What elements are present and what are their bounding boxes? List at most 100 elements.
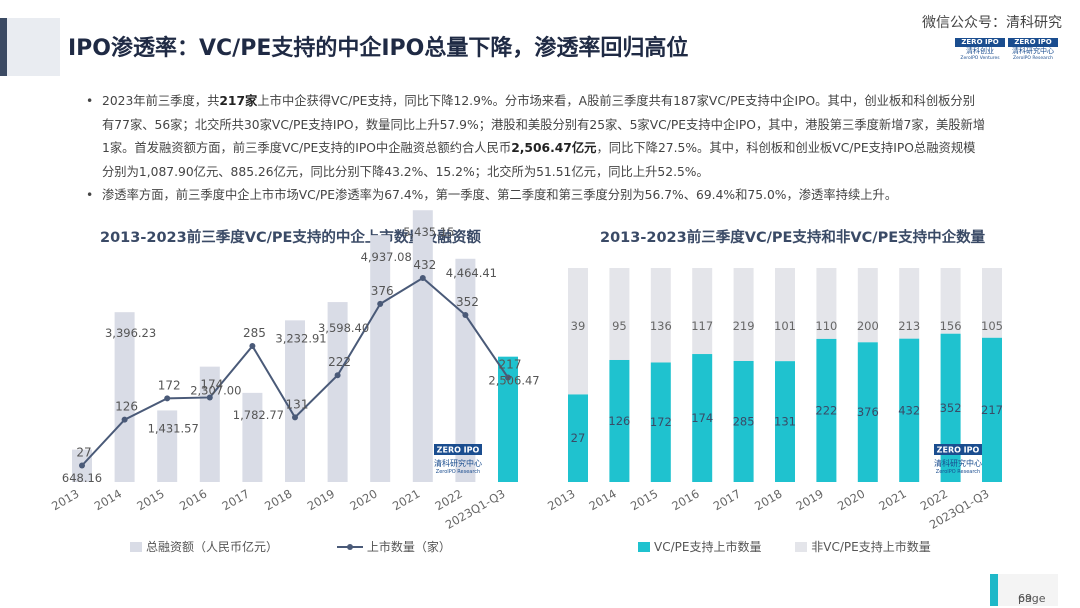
listing-count-label: 432 bbox=[413, 258, 436, 272]
page-number-accent bbox=[990, 574, 998, 606]
non-vcpe-label: 39 bbox=[571, 319, 586, 333]
vcpe-label: 27 bbox=[571, 431, 586, 445]
x-tick-label: 2013 bbox=[545, 486, 577, 513]
vcpe-bar bbox=[568, 394, 588, 482]
listing-count-point bbox=[505, 374, 511, 381]
non-vcpe-label: 105 bbox=[981, 319, 1003, 333]
x-tick-label: 2016 bbox=[177, 486, 209, 513]
chart-logo-text: 清科研究中心 bbox=[934, 458, 982, 468]
vcpe-bar bbox=[733, 360, 754, 482]
highlight-count: 217家 bbox=[219, 94, 258, 108]
financing-bar bbox=[242, 392, 263, 482]
chart-logo-text: ZeroIPO Research bbox=[436, 469, 480, 475]
financing-bar bbox=[370, 235, 391, 482]
financing-label: 1,782.77 bbox=[233, 408, 284, 422]
x-tick-label: 2020 bbox=[347, 486, 379, 513]
financing-label: 648.16 bbox=[62, 471, 102, 485]
x-tick-label: 2016 bbox=[669, 486, 701, 513]
non-vcpe-label: 213 bbox=[898, 319, 920, 333]
chart-logo-text: ZERO IPO bbox=[937, 446, 980, 455]
listing-count-label: 352 bbox=[456, 295, 479, 309]
vcpe-bar bbox=[857, 342, 878, 482]
vcpe-bar bbox=[650, 362, 671, 482]
vcpe-bar bbox=[692, 354, 713, 482]
vcpe-bar bbox=[899, 338, 920, 482]
vcpe-bar bbox=[609, 359, 630, 482]
non-vcpe-label: 156 bbox=[940, 319, 962, 333]
page-number-box: page 69 bbox=[990, 574, 1058, 606]
listing-count-label: 376 bbox=[371, 284, 394, 298]
zero-ipo-research-logo: ZERO IPO 清科研究中心 ZeroIPO Research bbox=[1008, 38, 1058, 62]
legend-swatch bbox=[130, 542, 142, 552]
chart-logo-text: ZERO IPO bbox=[437, 446, 480, 455]
page-label: page bbox=[1018, 592, 1046, 605]
non-vcpe-label: 101 bbox=[774, 319, 796, 333]
financing-label: 2,506.47 bbox=[488, 374, 539, 388]
chart-logo-text: ZeroIPO Research bbox=[936, 469, 980, 475]
financing-bar bbox=[114, 312, 135, 482]
financing-bar bbox=[498, 356, 518, 482]
non-vcpe-label: 136 bbox=[650, 319, 672, 333]
financing-bar bbox=[455, 258, 476, 482]
title-bar-background bbox=[0, 18, 60, 76]
vcpe-label: 222 bbox=[815, 403, 837, 417]
page-title: IPO渗透率：VC/PE支持的中企IPO总量下降，渗透率回归高位 bbox=[68, 36, 689, 61]
listing-count-point bbox=[419, 275, 426, 281]
bullet-item: 渗透率方面，前三季度中企上市市场VC/PE渗透率为67.4%，第一季度、第二季度… bbox=[86, 184, 986, 208]
x-tick-label: 2021 bbox=[876, 486, 908, 513]
listing-count-label: 27 bbox=[76, 446, 91, 460]
legend-item-non-vcpe: 非VC/PE支持上市数量 bbox=[795, 540, 931, 554]
x-tick-label: 2020 bbox=[835, 486, 867, 513]
zero-ipo-logo: ZERO IPO 清科创业 ZeroIPO Ventures bbox=[955, 38, 1005, 62]
non-vcpe-bar bbox=[816, 268, 837, 339]
listing-count-label: 222 bbox=[328, 355, 351, 369]
highlight-amount: 2,506.47亿元 bbox=[511, 141, 597, 155]
chart-logo-text: 清科研究中心 bbox=[434, 458, 482, 468]
vcpe-label: 126 bbox=[608, 414, 630, 428]
bullet-text: 2023年前三季度，共 bbox=[102, 94, 220, 108]
listing-count-point bbox=[249, 343, 256, 350]
legend-label: 总融资额（人民币亿元） bbox=[146, 540, 279, 554]
right-chart-legend: VC/PE支持上市数量 非VC/PE支持上市数量 bbox=[638, 538, 931, 555]
bullet-item: 2023年前三季度，共217家上市中企获得VC/PE支持，同比下降12.9%。分… bbox=[86, 90, 986, 184]
x-tick-label: 2015 bbox=[628, 486, 660, 513]
financing-label: 2,307.00 bbox=[190, 384, 241, 398]
x-tick-label: 2013 bbox=[49, 486, 81, 513]
listing-count-label: 131 bbox=[286, 397, 309, 411]
non-vcpe-bar bbox=[857, 268, 878, 343]
x-tick-label: 2018 bbox=[752, 486, 784, 513]
x-tick-label: 2019 bbox=[794, 486, 826, 513]
financing-label: 3,598.40 bbox=[318, 321, 369, 335]
financing-label: 4,937.08 bbox=[361, 250, 412, 264]
legend-swatch bbox=[638, 542, 650, 552]
legend-item-financing: 总融资额（人民币亿元） bbox=[130, 540, 278, 554]
vcpe-bar bbox=[816, 338, 837, 482]
legend-item-vcpe: VC/PE支持上市数量 bbox=[638, 540, 761, 554]
vcpe-bar bbox=[982, 337, 1002, 482]
non-vcpe-bar bbox=[733, 268, 754, 361]
right-chart-title: 2013-2023前三季度VC/PE支持和非VC/PE支持中企数量 bbox=[600, 230, 986, 246]
legend-label: 上市数量（家） bbox=[366, 540, 451, 554]
logo-line3: ZeroIPO Research bbox=[1012, 56, 1053, 61]
vcpe-label: 217 bbox=[981, 403, 1003, 417]
non-vcpe-bar bbox=[609, 268, 630, 360]
logo-line2: 清科创业 bbox=[966, 47, 994, 55]
financing-bar bbox=[285, 320, 305, 482]
bullet-text: ，同比下降27.5%。其中，科创板和创业板VC/PE支持IPO总融资规模分别为1… bbox=[102, 141, 976, 179]
non-vcpe-bar bbox=[650, 268, 671, 363]
x-tick-label: 2017 bbox=[711, 486, 743, 513]
non-vcpe-bar bbox=[692, 268, 713, 355]
x-tick-label: 2021 bbox=[390, 486, 422, 513]
vcpe-label: 285 bbox=[733, 414, 755, 428]
non-vcpe-bar bbox=[775, 268, 795, 362]
x-tick-label: 2017 bbox=[220, 486, 252, 513]
financing-label: 3,232.91 bbox=[275, 331, 326, 345]
non-vcpe-label: 95 bbox=[612, 319, 627, 333]
listing-count-label: 126 bbox=[115, 400, 138, 414]
logo-line3: ZeroIPO Ventures bbox=[960, 56, 1000, 61]
financing-label: 1,431.57 bbox=[148, 421, 199, 435]
line-legend-icon bbox=[336, 544, 363, 550]
financing-bar bbox=[412, 210, 433, 482]
bullet-text: 渗透率方面，前三季度中企上市市场VC/PE渗透率为67.4%，第一季度、第二季度… bbox=[102, 188, 898, 202]
